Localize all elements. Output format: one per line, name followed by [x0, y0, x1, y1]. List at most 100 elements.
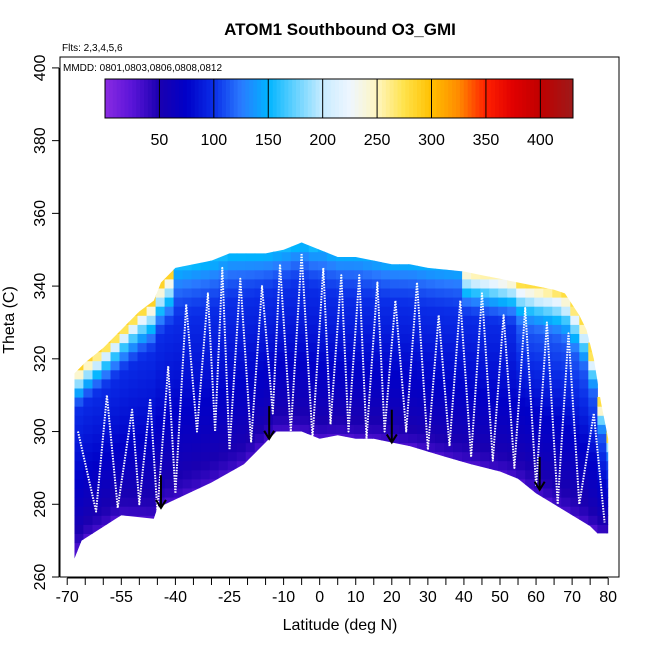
heatmap-cell [543, 424, 553, 434]
heatmap-cell [92, 478, 103, 489]
heatmap-cell [191, 469, 202, 480]
heatmap-cell [182, 433, 193, 444]
heatmap-cell [281, 333, 292, 344]
heatmap-cell [227, 315, 238, 325]
heatmap-cell [128, 324, 139, 334]
heatmap-cell [353, 342, 364, 353]
heatmap-cell [110, 524, 121, 534]
heatmap-cell [218, 315, 229, 325]
heatmap-cell [263, 242, 274, 253]
x-axis-label: Latitude (deg N) [283, 617, 398, 634]
heatmap-cell [128, 406, 139, 416]
heatmap-cell [128, 306, 139, 316]
heatmap-cell [480, 360, 490, 371]
heatmap-cell [489, 360, 499, 371]
heatmap-cell [119, 369, 130, 380]
heatmap-cell [236, 269, 247, 280]
heatmap-cell [335, 397, 346, 407]
heatmap-cell [552, 297, 562, 307]
heatmap-cell [417, 297, 427, 307]
heatmap-cell [155, 324, 166, 334]
heatmap-cell [200, 269, 211, 280]
heatmap-cell [146, 369, 157, 380]
heatmap-cell [191, 369, 202, 380]
x-tick-label: 20 [383, 589, 401, 606]
heatmap-cell [326, 406, 337, 416]
heatmap-cell [335, 433, 346, 444]
heatmap-cell [155, 342, 166, 353]
heatmap-cell [408, 433, 418, 444]
heatmap-cell [471, 433, 481, 444]
heatmap-cell [137, 387, 148, 398]
heatmap-cell [146, 497, 157, 507]
heatmap-cell [498, 287, 508, 298]
heatmap-cell [525, 351, 535, 362]
heatmap-cell [299, 242, 310, 244]
heatmap-cell [290, 433, 301, 444]
heatmap-cell [408, 378, 418, 389]
heatmap-cell [191, 297, 202, 307]
heatmap-cell [182, 415, 193, 425]
heatmap-cell [119, 451, 130, 462]
heatmap-cell [471, 324, 481, 334]
heatmap-cell [299, 406, 310, 416]
heatmap-cell [462, 342, 472, 353]
heatmap-cell [335, 415, 346, 425]
heatmap-cell [399, 315, 409, 325]
heatmap-cell [272, 397, 283, 407]
colorbar-swatch [342, 79, 348, 118]
heatmap-cell [471, 424, 481, 434]
heatmap-cell [399, 415, 409, 425]
heatmap-cell [164, 369, 175, 380]
heatmap-cell [534, 315, 544, 325]
heatmap-cell [299, 387, 310, 398]
heatmap-cell [209, 460, 220, 471]
heatmap-cell [534, 278, 544, 289]
heatmap-cell [227, 460, 238, 471]
heatmap-cell [110, 460, 121, 471]
heatmap-cell [399, 424, 409, 434]
heatmap-cell [254, 442, 265, 453]
heatmap-cell [525, 378, 535, 389]
heatmap-cell [344, 297, 355, 307]
heatmap-cell [597, 397, 607, 407]
heatmap-cell [74, 524, 84, 534]
heatmap-cell [83, 478, 93, 489]
heatmap-cell [444, 397, 454, 407]
colorbar-swatch [159, 79, 164, 118]
heatmap-cell [489, 351, 499, 362]
heatmap-cell [344, 324, 355, 334]
heatmap-cell [317, 342, 328, 353]
y-tick-label: 340 [32, 273, 49, 300]
heatmap-cell [344, 306, 355, 316]
heatmap-cell [606, 515, 609, 525]
heatmap-cell [579, 415, 589, 425]
heatmap-cell [119, 506, 130, 516]
heatmap-cell [362, 251, 373, 262]
heatmap-cell [227, 442, 238, 453]
heatmap-cell [444, 269, 454, 280]
colorbar-swatch [253, 79, 258, 118]
heatmap-cell [128, 469, 139, 480]
heatmap-cell [417, 387, 427, 398]
heatmap-cell [164, 478, 175, 489]
heatmap-cell [362, 269, 373, 280]
heatmap-cell [435, 451, 445, 462]
heatmap-cell [200, 469, 211, 480]
heatmap-cell [579, 506, 589, 516]
heatmap-cell [227, 306, 238, 316]
heatmap-cell [561, 351, 571, 362]
heatmap-cell [164, 397, 175, 407]
heatmap-cell [353, 297, 364, 307]
colorbar-swatch [448, 79, 453, 118]
heatmap-cell [543, 397, 553, 407]
heatmap-cell [263, 260, 274, 271]
heatmap-cell [173, 424, 184, 434]
heatmap-cell [498, 442, 508, 453]
heatmap-cell [507, 333, 517, 344]
heatmap-cell [552, 406, 562, 416]
heatmap-cell [362, 260, 373, 271]
heatmap-cell [119, 478, 130, 489]
heatmap-cell [489, 269, 499, 280]
x-tick-label: 80 [599, 589, 617, 606]
